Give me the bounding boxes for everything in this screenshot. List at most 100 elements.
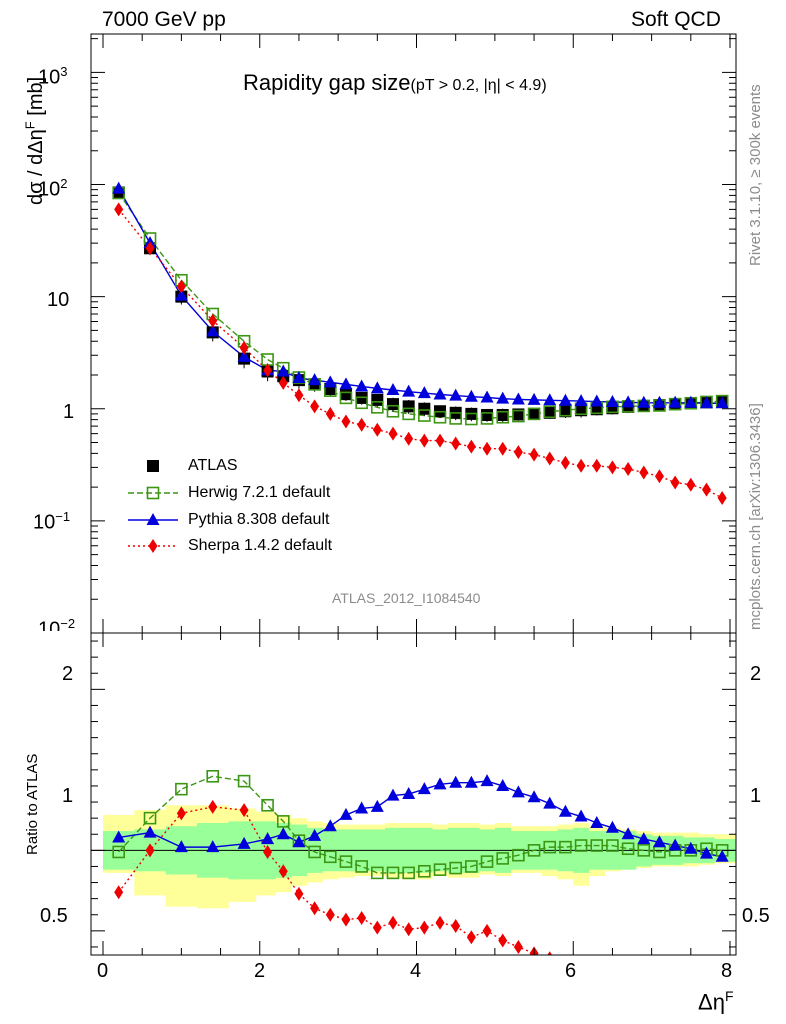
- ratio-point-herwig: [512, 848, 525, 862]
- main-point-sherpa: [341, 414, 351, 429]
- main-point-sherpa: [498, 441, 508, 456]
- ratio-point-pythia: [402, 787, 416, 799]
- main-point-sherpa: [372, 422, 382, 437]
- main-point-herwig: [339, 391, 353, 405]
- main-point-sherpa: [545, 451, 555, 466]
- main-point-sherpa: [592, 458, 602, 473]
- ratio-point-herwig: [112, 845, 125, 859]
- ratio-point-pythia: [543, 796, 557, 809]
- ratio-point-herwig: [496, 852, 510, 865]
- legend-marker-pythia: [146, 513, 160, 525]
- title-cut: (pT > 0.2, |η| < 4.9): [410, 77, 547, 94]
- ratio-ytick-label-0.5: 0.5: [40, 905, 68, 927]
- main-point-atlas: [559, 405, 572, 418]
- main-point-atlas: [481, 408, 494, 421]
- main-ytick-label-1: 1: [63, 401, 75, 423]
- main-point-herwig: [512, 409, 525, 423]
- ratio-point-pythia: [574, 809, 588, 822]
- ratio-point-sherpa: [592, 959, 601, 973]
- main-point-sherpa: [451, 436, 461, 451]
- main-point-atlas: [543, 406, 556, 419]
- main-point-herwig: [371, 401, 384, 414]
- main-point-sherpa: [686, 477, 696, 492]
- ratio-point-pythia: [276, 827, 290, 840]
- main-point-pythia: [590, 394, 604, 407]
- main-point-herwig: [449, 412, 462, 425]
- main-point-pythia: [496, 391, 510, 404]
- main-point-pythia: [684, 395, 698, 408]
- main-point-sherpa: [404, 431, 414, 446]
- main-point-herwig: [465, 412, 478, 426]
- main-point-sherpa: [466, 439, 476, 454]
- ratio-point-sherpa: [341, 912, 351, 927]
- main-point-herwig: [433, 410, 447, 424]
- ratio-point-herwig: [621, 842, 635, 856]
- xtick-label-4: 4: [410, 960, 422, 982]
- xtick-label-6: 6: [565, 960, 577, 982]
- main-point-pythia: [112, 181, 126, 194]
- xtick-label-8: 8: [721, 960, 733, 982]
- main-point-pythia: [652, 395, 666, 408]
- ratio-point-sherpa: [577, 959, 586, 973]
- ratio-point-pythia: [339, 807, 353, 820]
- ratio-point-pythia: [637, 832, 651, 845]
- main-point-sherpa: [325, 406, 335, 421]
- ratio-point-sherpa: [513, 939, 523, 954]
- legend-label-atlas: ATLAS: [188, 457, 238, 474]
- ratio-point-herwig: [261, 798, 274, 812]
- ratio-point-sherpa: [498, 933, 508, 948]
- main-point-sherpa: [701, 482, 711, 497]
- ratio-ytick-label-2-right: 2: [750, 663, 762, 685]
- ratio-point-pythia: [699, 846, 713, 859]
- ratio-point-sherpa: [404, 922, 414, 937]
- ratio-point-sherpa: [325, 907, 335, 922]
- ratio-point-pythia: [417, 782, 431, 795]
- main-point-pythia: [511, 392, 525, 405]
- ratio-point-pythia: [511, 785, 525, 798]
- ratio-point-herwig: [143, 811, 157, 825]
- ratio-point-sherpa: [310, 901, 320, 916]
- ratio-point-pythia: [433, 777, 447, 790]
- main-point-atlas: [418, 402, 431, 415]
- main-point-herwig: [480, 412, 494, 425]
- ratio-point-pythia: [605, 820, 619, 833]
- main-line-pythia: [118, 188, 723, 404]
- main-point-pythia: [637, 395, 651, 408]
- ratio-point-herwig: [355, 860, 368, 873]
- main-point-pythia: [699, 396, 713, 409]
- ratio-point-herwig: [175, 782, 188, 796]
- main-point-pythia: [527, 392, 541, 405]
- ratio-ytick-label-1: 1: [62, 785, 74, 807]
- main-point-pythia: [206, 324, 220, 337]
- main-point-pythia: [464, 389, 478, 402]
- main-point-sherpa: [263, 363, 273, 378]
- ratio-point-pythia: [480, 774, 494, 787]
- xtick-label-2: 2: [254, 960, 266, 982]
- ratio-point-herwig: [339, 855, 353, 868]
- main-point-sherpa: [357, 417, 367, 432]
- ratio-point-pythia: [174, 840, 188, 853]
- main-point-sherpa: [278, 375, 288, 390]
- main-point-pythia: [558, 393, 572, 406]
- title-main: Rapidity gap size: [243, 70, 411, 95]
- main-point-pythia: [355, 379, 369, 392]
- main-point-sherpa: [208, 313, 218, 328]
- ratio-point-sherpa: [145, 843, 155, 858]
- legend-label-sherpa: Sherpa 1.4.2 default: [188, 537, 333, 554]
- legend-label-herwig: Herwig 7.2.1 default: [188, 484, 331, 501]
- ratio-point-sherpa: [624, 964, 633, 978]
- main-point-sherpa: [717, 490, 727, 505]
- legend-marker-sherpa: [148, 539, 158, 553]
- main-point-pythia: [543, 393, 557, 406]
- main-point-sherpa: [607, 460, 617, 475]
- main-ytick-label-1e2: 102: [38, 176, 68, 201]
- ratio-point-sherpa: [686, 975, 695, 989]
- ratio-point-pythia: [386, 788, 400, 801]
- main-line-sherpa: [118, 208, 723, 499]
- x-axis-label: ΔηF: [698, 988, 734, 1015]
- ratio-point-pythia: [684, 841, 698, 854]
- main-point-sherpa: [239, 340, 249, 355]
- ratio-point-pythia: [496, 778, 510, 791]
- header-right: Soft QCD: [631, 8, 721, 31]
- main-point-atlas: [512, 408, 525, 421]
